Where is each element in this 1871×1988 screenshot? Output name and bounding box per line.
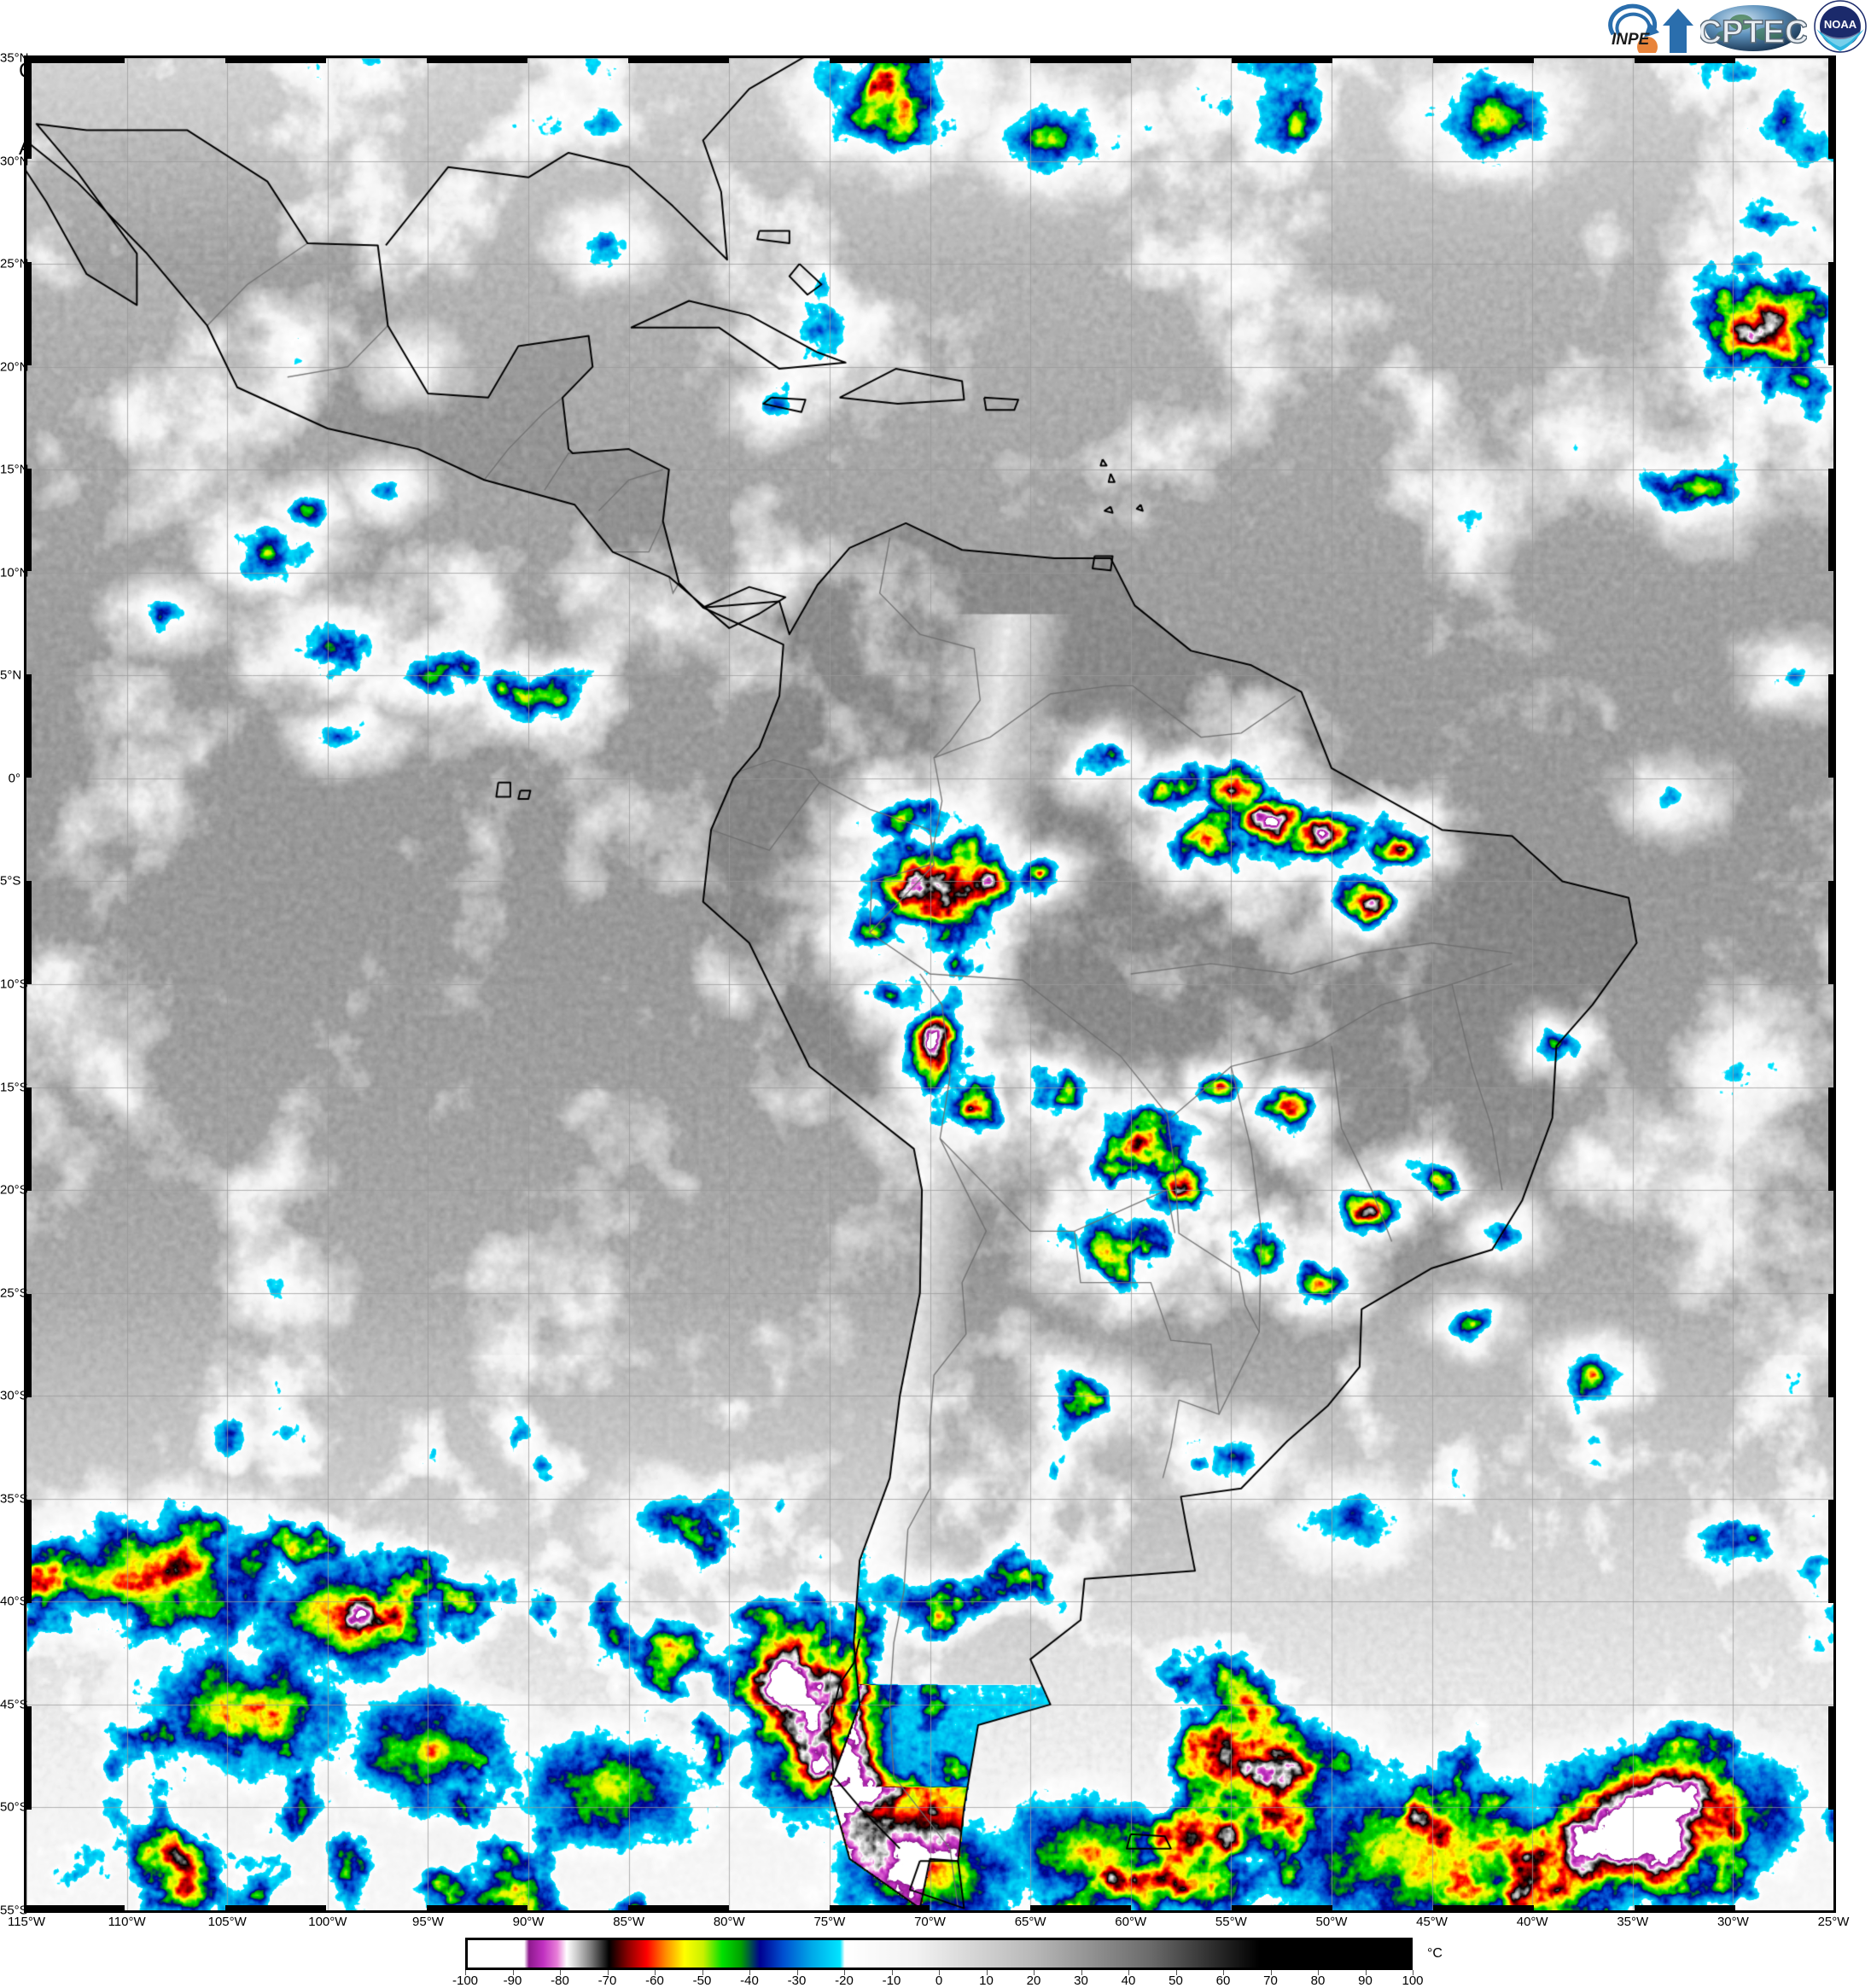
lon-tick-label: 35°W bbox=[1617, 1915, 1649, 1929]
colorbar-tick-label: 60 bbox=[1215, 1973, 1231, 1988]
lat-tick-label: 20°N bbox=[0, 359, 29, 375]
colorbar-tick bbox=[1128, 1970, 1129, 1975]
inpe-logo-icon: INPE bbox=[1608, 3, 1693, 57]
lat-tick-label: 10°N bbox=[0, 565, 29, 580]
colorbar-tick-label: 100 bbox=[1402, 1973, 1424, 1988]
lon-tick-label: 65°W bbox=[1014, 1915, 1046, 1929]
colorbar-tick bbox=[1223, 1970, 1224, 1975]
lat-tick-label: 30°N bbox=[0, 154, 29, 169]
colorbar-tick-label: 20 bbox=[1026, 1973, 1041, 1988]
lon-tick-label: 80°W bbox=[713, 1915, 745, 1929]
colorbar-tick-label: -60 bbox=[645, 1973, 664, 1988]
colorbar-tick-label: 30 bbox=[1074, 1973, 1088, 1988]
lon-tick-label: 30°W bbox=[1717, 1915, 1749, 1929]
colorbar-tick bbox=[796, 1970, 798, 1975]
colorbar-tick-label: -30 bbox=[787, 1973, 807, 1988]
lon-tick-label: 50°W bbox=[1315, 1915, 1348, 1929]
colorbar-tick bbox=[1034, 1970, 1035, 1975]
colorbar-tick-label: 10 bbox=[979, 1973, 994, 1988]
colorbar-tick bbox=[1365, 1970, 1367, 1975]
lon-tick-label: 45°W bbox=[1416, 1915, 1448, 1929]
lon-tick-label: 40°W bbox=[1516, 1915, 1548, 1929]
colorbar-tick-label: -50 bbox=[692, 1973, 712, 1988]
cptec-logo-icon: CPTEC bbox=[1698, 5, 1809, 51]
lat-tick-label: 45°S bbox=[0, 1697, 28, 1712]
lon-tick-label: 75°W bbox=[813, 1915, 846, 1929]
lon-tick-label: 60°W bbox=[1115, 1915, 1147, 1929]
lon-tick-label: 100°W bbox=[308, 1915, 347, 1929]
colorbar-tick-label: 90 bbox=[1358, 1973, 1373, 1988]
colorbar-tick-label: 70 bbox=[1263, 1973, 1278, 1988]
lat-tick-label: 35°S bbox=[0, 1491, 28, 1507]
lat-tick-label: 10°S bbox=[0, 977, 28, 992]
colorbar-gradient bbox=[468, 1940, 1410, 1968]
lon-tick-label: 95°W bbox=[412, 1915, 444, 1929]
colorbar-tick bbox=[749, 1970, 750, 1975]
lat-tick-label: 35°N bbox=[0, 50, 29, 66]
header: GOES16 - CANAL_16 (13.30 microns) Améric… bbox=[0, 0, 1871, 160]
colorbar-tick bbox=[512, 1970, 514, 1975]
colorbar-tick bbox=[655, 1970, 656, 1975]
cptec-logo: CPTEC bbox=[1698, 0, 1809, 53]
lat-tick-label: 15°N bbox=[0, 462, 29, 477]
lon-tick-label: 90°W bbox=[512, 1915, 545, 1929]
svg-text:INPE: INPE bbox=[1612, 31, 1651, 49]
lat-tick-label: 25°S bbox=[0, 1285, 28, 1301]
colorbar-tick-label: -90 bbox=[503, 1973, 522, 1988]
colorbar-tick-label: -10 bbox=[882, 1973, 901, 1988]
colorbar-tick bbox=[607, 1970, 609, 1975]
colorbar-tick bbox=[1081, 1970, 1082, 1975]
inpe-logo: INPE bbox=[1598, 0, 1700, 57]
colorbar-tick-label: -40 bbox=[740, 1973, 759, 1988]
lon-tick-label: 115°W bbox=[7, 1915, 46, 1929]
lon-tick-label: 105°W bbox=[207, 1915, 247, 1929]
svg-text:NOAA: NOAA bbox=[1824, 18, 1857, 31]
colorbar-tick bbox=[560, 1970, 561, 1975]
lat-tick-label: 40°S bbox=[0, 1594, 28, 1609]
lon-tick-label: 55°W bbox=[1215, 1915, 1247, 1929]
colorbar-tick bbox=[844, 1970, 845, 1975]
colorbar-tick-label: -80 bbox=[551, 1973, 569, 1988]
satellite-imagery-canvas[interactable] bbox=[26, 58, 1833, 1910]
satellite-figure: 35°N 30°N 25°N 20°N 15°N 10°N 5°N 0° 5°S 10°S 15°S… bbox=[0, 50, 1871, 1930]
colorbar-tick-label: 0 bbox=[935, 1973, 943, 1988]
colorbar-tick bbox=[1175, 1970, 1177, 1975]
lat-tick-label: 20°S bbox=[0, 1182, 28, 1198]
colorbar-tick-label: -100 bbox=[452, 1973, 479, 1988]
colorbar-tick bbox=[465, 1970, 466, 1975]
lat-tick-label: 30°S bbox=[0, 1388, 28, 1403]
colorbar-tick bbox=[939, 1970, 940, 1975]
colorbar-tick bbox=[1318, 1970, 1319, 1975]
svg-text:CPTEC: CPTEC bbox=[1700, 15, 1807, 50]
map-frame bbox=[24, 55, 1836, 1913]
colorbar-tick bbox=[702, 1970, 703, 1975]
lat-tick-label: 5°N bbox=[0, 668, 22, 683]
lon-tick-label: 110°W bbox=[108, 1915, 146, 1929]
lon-tick-label: 25°W bbox=[1817, 1915, 1850, 1929]
logo-bar: INPE CPTEC bbox=[1530, 0, 1871, 57]
colorbar-tick-label: 50 bbox=[1169, 1973, 1183, 1988]
lon-tick-label: 85°W bbox=[613, 1915, 645, 1929]
colorbar-tick-label: -20 bbox=[835, 1973, 854, 1988]
lat-tick-label: 15°S bbox=[0, 1080, 28, 1095]
noaa-logo-icon: NOAA bbox=[1814, 0, 1867, 53]
lat-tick-label: 5°S bbox=[0, 873, 21, 889]
temperature-colorbar[interactable] bbox=[465, 1938, 1413, 1970]
colorbar-tick-label: 40 bbox=[1121, 1973, 1136, 1988]
colorbar-units-label: °C bbox=[1427, 1946, 1443, 1961]
colorbar-tick-label: -70 bbox=[597, 1973, 617, 1988]
lon-tick-label: 70°W bbox=[914, 1915, 946, 1929]
lat-tick-label: 25°N bbox=[0, 256, 29, 271]
colorbar-section: °C -100 -90 -80 -70 -60 -50 -40 -30 -20 -10 0 10 20 3… bbox=[0, 1931, 1871, 1988]
lat-tick-label: 50°S bbox=[0, 1799, 28, 1815]
lat-tick-label: 0° bbox=[8, 771, 20, 786]
noaa-logo: NOAA bbox=[1811, 0, 1869, 53]
colorbar-tick bbox=[1270, 1970, 1272, 1975]
colorbar-tick bbox=[891, 1970, 893, 1975]
colorbar-tick-label: 80 bbox=[1310, 1973, 1326, 1988]
colorbar-tick bbox=[986, 1970, 988, 1975]
